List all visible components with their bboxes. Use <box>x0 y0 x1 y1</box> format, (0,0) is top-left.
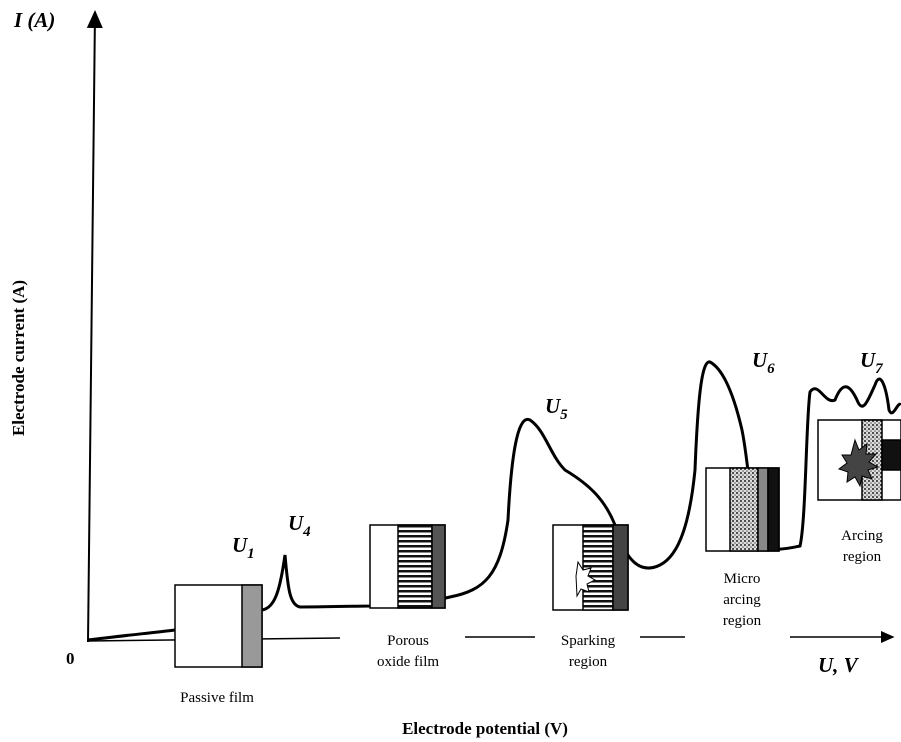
point-label: U4 <box>288 511 311 540</box>
micro-arcing-box <box>706 468 779 551</box>
region-label: Sparking <box>561 633 616 649</box>
region-label: Porous <box>387 633 429 649</box>
point-label: U5 <box>545 394 568 423</box>
region-label: Arcing <box>841 528 883 544</box>
region-label: Passive film <box>180 690 254 706</box>
passive-box <box>175 585 262 667</box>
point-label: U7 <box>860 348 883 377</box>
y-axis-label: Electrode current (A) <box>9 280 28 436</box>
region-label: region <box>569 654 608 670</box>
region-label: oxide film <box>377 654 439 670</box>
region-label: region <box>723 613 762 629</box>
point-sub: 5 <box>560 407 568 423</box>
origin-label: 0 <box>66 649 75 668</box>
point-label: U1 <box>232 533 255 562</box>
x-axis-label: Electrode potential (V) <box>402 719 568 738</box>
region-label: Micro <box>724 571 761 587</box>
region-label: region <box>843 549 882 565</box>
point-sub: 4 <box>302 524 311 540</box>
sparking-box <box>553 525 628 610</box>
point-sub: 1 <box>247 546 255 562</box>
y-symbol: I (A) <box>13 8 55 32</box>
region-label: arcing <box>723 592 761 608</box>
x-symbol: U, V <box>818 653 860 677</box>
point-sub: 7 <box>875 361 883 377</box>
y-axis <box>88 12 95 642</box>
point-label: U6 <box>752 348 775 377</box>
point-sub: 6 <box>767 361 775 377</box>
arcing-box <box>818 420 901 500</box>
porous-box <box>370 525 445 608</box>
diagram: I (A) Electrode current (A) 0 U, V Elect… <box>0 0 901 742</box>
